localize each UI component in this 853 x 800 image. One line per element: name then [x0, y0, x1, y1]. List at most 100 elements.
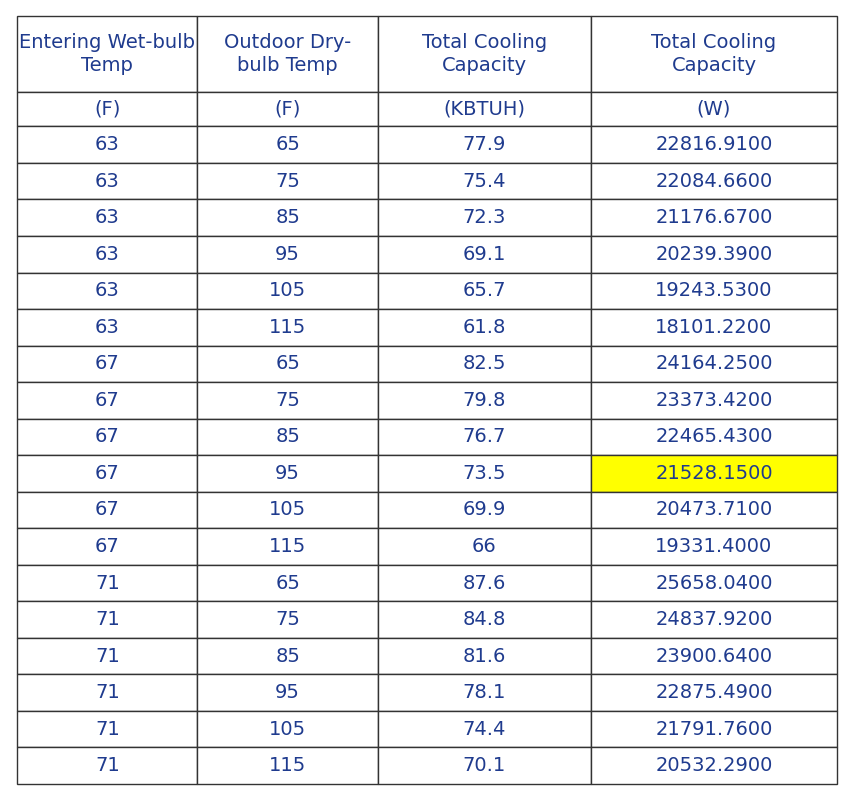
- Text: 63: 63: [95, 208, 119, 227]
- Text: 67: 67: [95, 427, 119, 446]
- Bar: [197, 528, 377, 565]
- Text: 67: 67: [95, 537, 119, 556]
- Text: 115: 115: [269, 756, 306, 775]
- Text: 19331.4000: 19331.4000: [654, 537, 772, 556]
- Bar: [17, 602, 197, 638]
- Bar: [197, 163, 377, 199]
- Text: 73.5: 73.5: [462, 464, 506, 483]
- Bar: [17, 346, 197, 382]
- Bar: [197, 492, 377, 528]
- Text: 105: 105: [269, 501, 306, 519]
- Bar: [377, 638, 590, 674]
- Text: 95: 95: [275, 464, 299, 483]
- Bar: [197, 16, 377, 92]
- Bar: [17, 16, 197, 92]
- Bar: [590, 565, 836, 602]
- Text: 85: 85: [275, 646, 299, 666]
- Bar: [17, 163, 197, 199]
- Text: 20532.2900: 20532.2900: [654, 756, 772, 775]
- Bar: [17, 492, 197, 528]
- Bar: [590, 309, 836, 346]
- Text: 71: 71: [95, 574, 119, 593]
- Bar: [197, 602, 377, 638]
- Text: 115: 115: [269, 318, 306, 337]
- Bar: [197, 126, 377, 163]
- Bar: [377, 711, 590, 747]
- Bar: [197, 711, 377, 747]
- Text: 24837.9200: 24837.9200: [654, 610, 772, 629]
- Text: Outdoor Dry-
bulb Temp: Outdoor Dry- bulb Temp: [223, 33, 351, 75]
- Text: 69.1: 69.1: [462, 245, 506, 264]
- Bar: [197, 565, 377, 602]
- Text: 69.9: 69.9: [462, 501, 506, 519]
- Text: 70.1: 70.1: [462, 756, 506, 775]
- Text: 67: 67: [95, 391, 119, 410]
- Bar: [590, 16, 836, 92]
- Text: 20473.7100: 20473.7100: [654, 501, 772, 519]
- Text: 65: 65: [275, 135, 299, 154]
- Text: Total Cooling
Capacity: Total Cooling Capacity: [651, 33, 775, 75]
- Bar: [17, 711, 197, 747]
- Bar: [377, 382, 590, 418]
- Bar: [17, 528, 197, 565]
- Text: (KBTUH): (KBTUH): [443, 100, 525, 118]
- Text: (F): (F): [274, 100, 300, 118]
- Text: 85: 85: [275, 208, 299, 227]
- Bar: [377, 565, 590, 602]
- Text: Entering Wet-bulb
Temp: Entering Wet-bulb Temp: [20, 33, 195, 75]
- Text: 19243.5300: 19243.5300: [654, 282, 772, 300]
- Bar: [17, 309, 197, 346]
- Bar: [17, 674, 197, 711]
- Bar: [17, 638, 197, 674]
- Text: 77.9: 77.9: [462, 135, 506, 154]
- Text: 22816.9100: 22816.9100: [654, 135, 772, 154]
- Text: 75: 75: [275, 172, 299, 190]
- Bar: [377, 602, 590, 638]
- Bar: [590, 126, 836, 163]
- Bar: [590, 747, 836, 784]
- Text: 21528.1500: 21528.1500: [654, 464, 772, 483]
- Bar: [17, 747, 197, 784]
- Text: 84.8: 84.8: [462, 610, 506, 629]
- Text: 81.6: 81.6: [462, 646, 506, 666]
- Text: 71: 71: [95, 646, 119, 666]
- Text: 63: 63: [95, 282, 119, 300]
- Bar: [197, 455, 377, 492]
- Bar: [590, 638, 836, 674]
- Bar: [377, 747, 590, 784]
- Text: 95: 95: [275, 245, 299, 264]
- Bar: [590, 492, 836, 528]
- Bar: [17, 565, 197, 602]
- Text: 105: 105: [269, 720, 306, 738]
- Bar: [590, 455, 836, 492]
- Text: 63: 63: [95, 245, 119, 264]
- Bar: [590, 418, 836, 455]
- Bar: [197, 638, 377, 674]
- Bar: [17, 126, 197, 163]
- Text: (F): (F): [94, 100, 120, 118]
- Bar: [197, 273, 377, 309]
- Text: 18101.2200: 18101.2200: [654, 318, 772, 337]
- Text: 75: 75: [275, 610, 299, 629]
- Bar: [377, 455, 590, 492]
- Bar: [17, 236, 197, 273]
- Bar: [377, 492, 590, 528]
- Text: 67: 67: [95, 354, 119, 374]
- Text: 21176.6700: 21176.6700: [654, 208, 772, 227]
- Bar: [197, 674, 377, 711]
- Bar: [377, 199, 590, 236]
- Text: 105: 105: [269, 282, 306, 300]
- Bar: [197, 309, 377, 346]
- Bar: [590, 236, 836, 273]
- Text: 71: 71: [95, 720, 119, 738]
- Bar: [197, 199, 377, 236]
- Text: 65: 65: [275, 574, 299, 593]
- Text: 71: 71: [95, 756, 119, 775]
- Bar: [590, 602, 836, 638]
- Text: 75.4: 75.4: [462, 172, 506, 190]
- Bar: [17, 382, 197, 418]
- Text: 95: 95: [275, 683, 299, 702]
- Bar: [197, 346, 377, 382]
- Text: 67: 67: [95, 464, 119, 483]
- Text: 22465.4300: 22465.4300: [654, 427, 772, 446]
